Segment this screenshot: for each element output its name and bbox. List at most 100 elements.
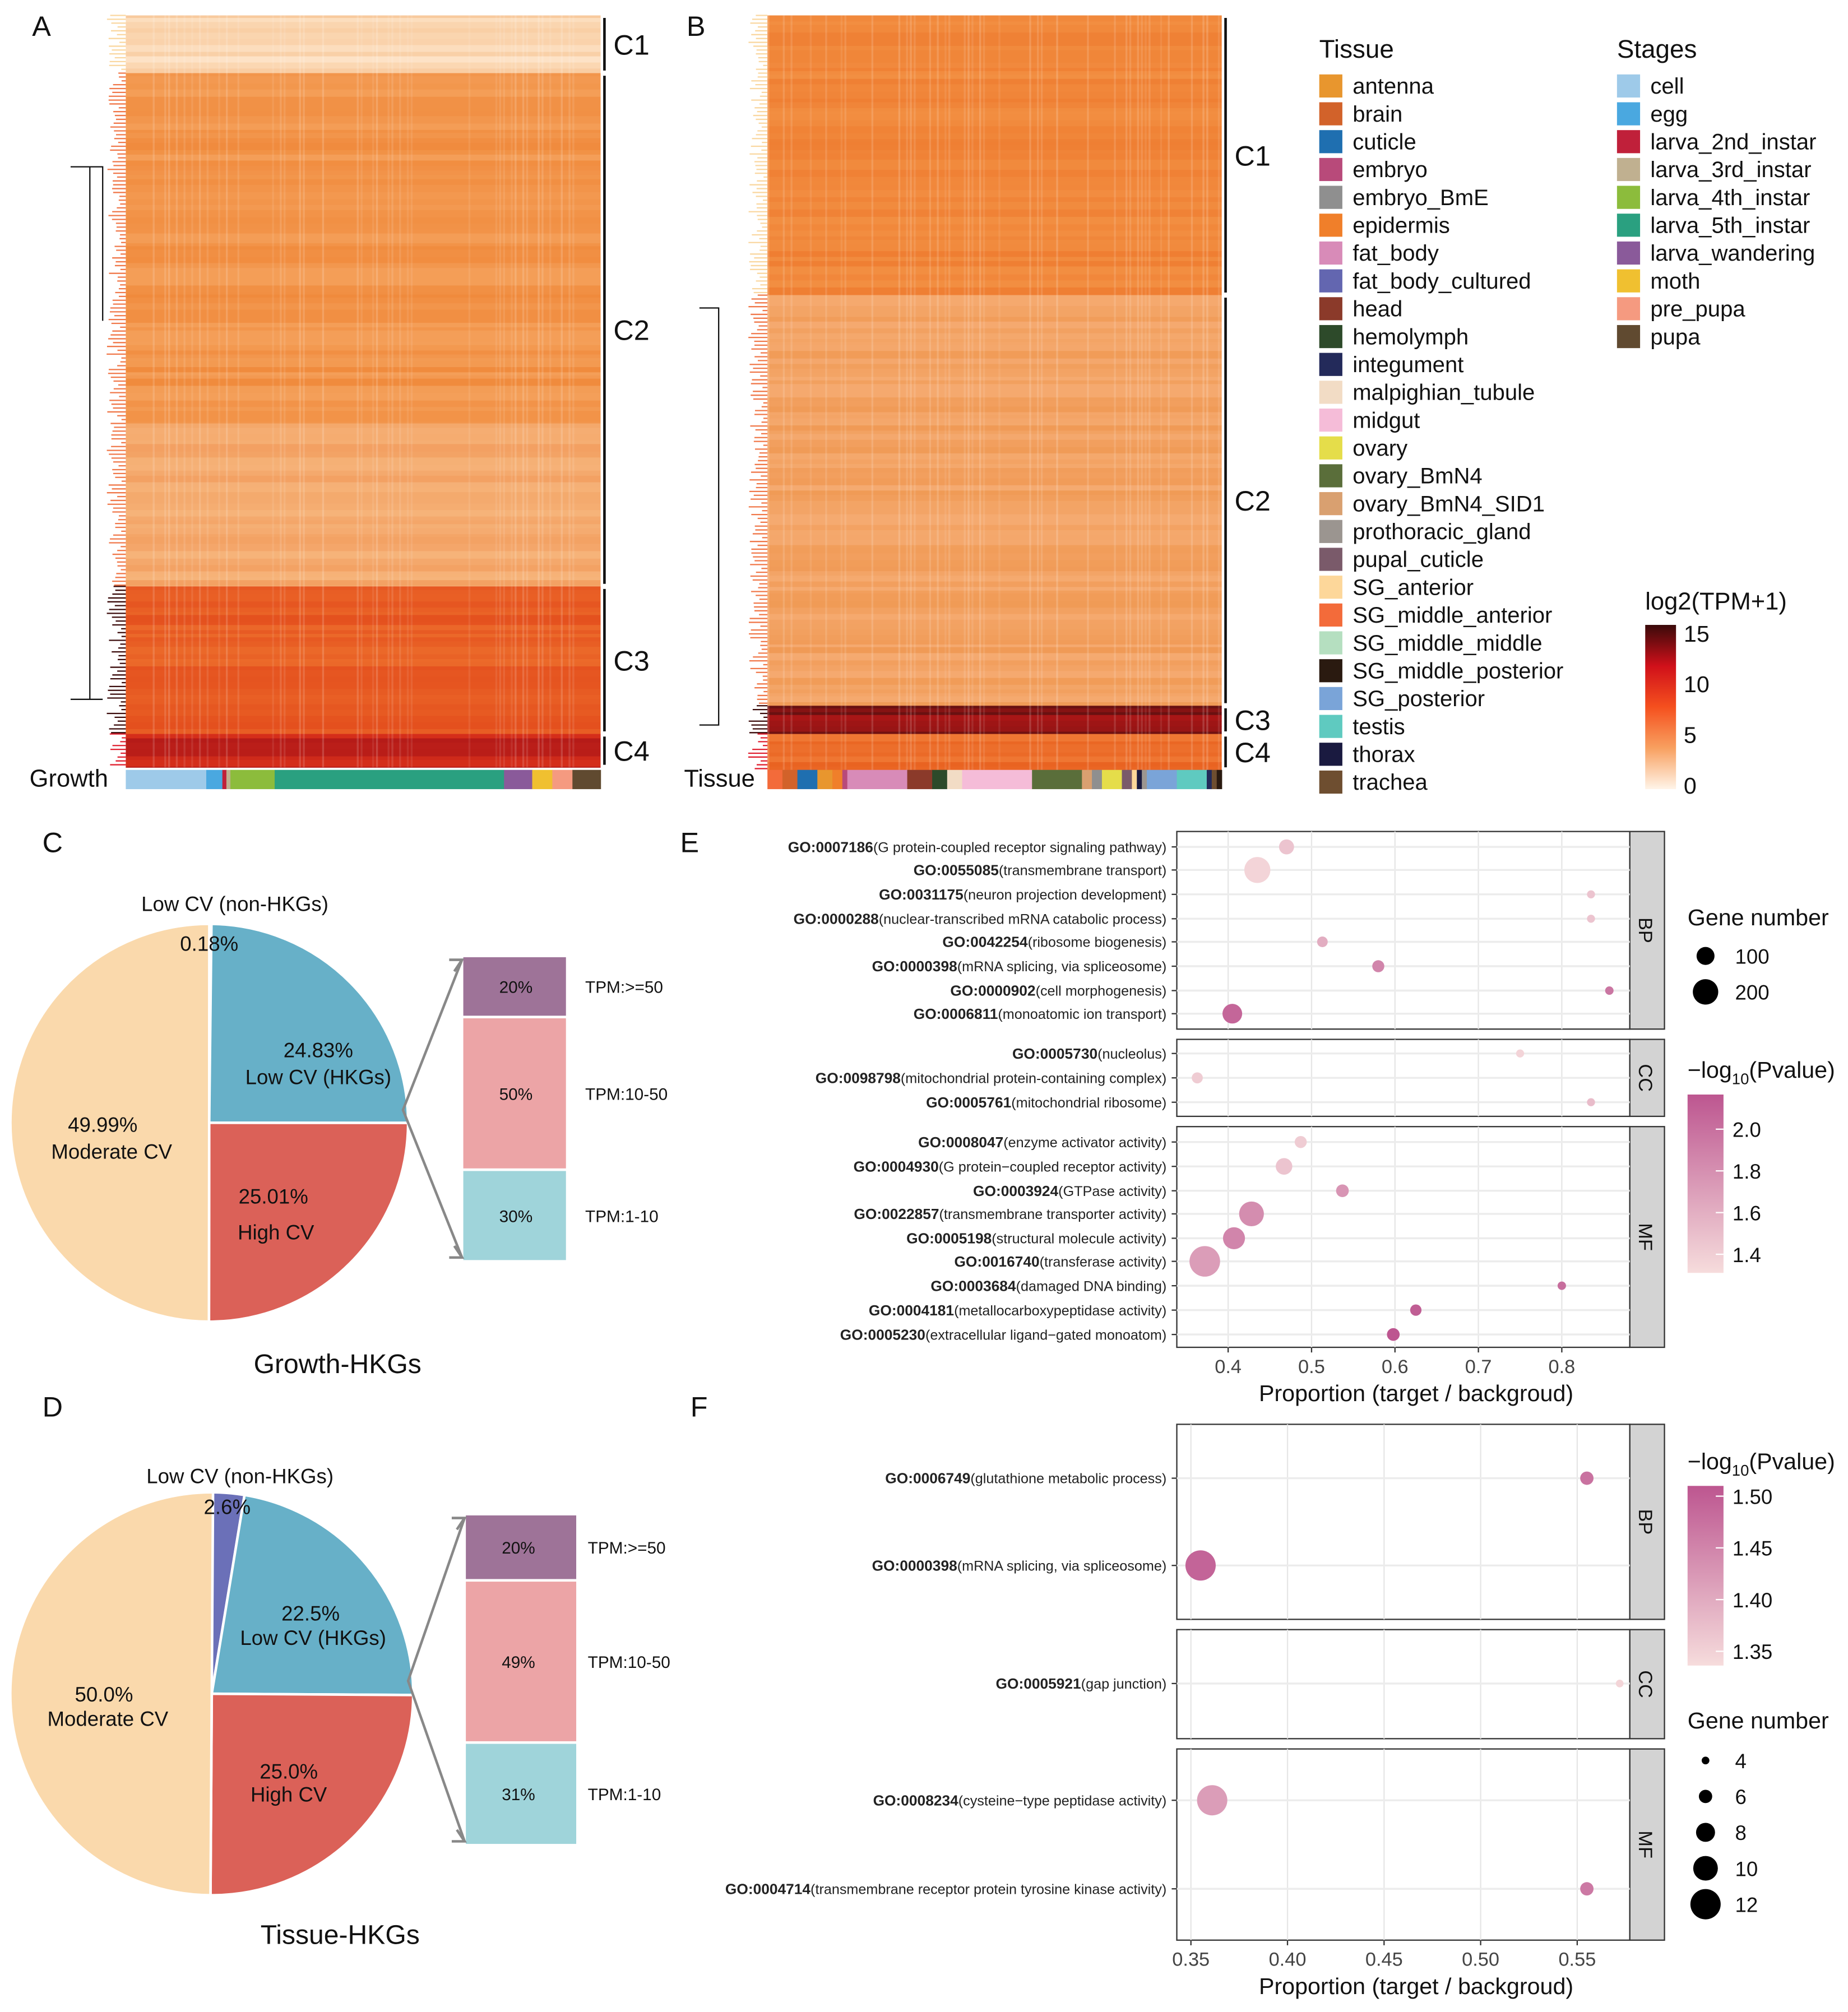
heatmap-row (126, 246, 601, 251)
heatmap-row (126, 580, 601, 586)
annotation-segment-larva_2nd_instar (222, 769, 227, 790)
heatmap-row (767, 102, 1222, 109)
heatmap-row (126, 350, 601, 355)
heatmap-row (767, 368, 1222, 373)
heatmap-row (126, 524, 601, 529)
data-point (1587, 915, 1595, 923)
heatmap-row (767, 321, 1222, 329)
heatmap-row (126, 492, 601, 499)
size-legend-label: 100 (1735, 945, 1769, 968)
heatmap-row (767, 581, 1222, 588)
heatmap-row (126, 330, 601, 334)
panel-label-E: E (680, 826, 699, 858)
heatmap-column (840, 15, 843, 770)
legend-title-part: −log (1688, 1057, 1732, 1083)
annotation-segment-midgut (962, 769, 1032, 790)
panel-label-D: D (43, 1391, 63, 1423)
legend-tissue-item: SG_anterior (1353, 575, 1474, 600)
heatmap-row (767, 400, 1222, 407)
heatmap-row (767, 295, 1222, 302)
dendrogram (748, 15, 768, 769)
annotation-segment-ovary_BmN4_SID1 (1082, 769, 1092, 790)
data-point (1279, 839, 1294, 855)
heatmap-column (929, 15, 932, 770)
heatmap-row (126, 418, 601, 423)
heatmap-row (767, 244, 1222, 252)
heatmap-column (356, 15, 359, 768)
legend-stages-item: pupa (1650, 324, 1701, 349)
heatmap-row (767, 766, 1222, 771)
heatmap-column (387, 15, 390, 768)
heatmap-column (372, 15, 374, 768)
heatmap-row (126, 407, 601, 411)
heatmap-column (511, 15, 513, 768)
data-point (1587, 890, 1595, 898)
go-id: GO:0005761 (926, 1094, 1011, 1111)
color-legend-bar (1687, 1486, 1724, 1666)
heatmap-row (767, 418, 1222, 423)
heatmap-row (767, 653, 1222, 657)
go-id: GO:0005730 (1012, 1045, 1097, 1062)
heatmap-row (126, 457, 601, 465)
heatmap-row (767, 467, 1222, 473)
heatmap-column (914, 15, 916, 770)
x-tick-label: 0.50 (1462, 1949, 1499, 1971)
heatmap-row (767, 731, 1222, 735)
go-desc: (transmembrane receptor protein tyrosine… (810, 1881, 1166, 1897)
heatmap-row (767, 55, 1222, 63)
heatmap-row (126, 475, 601, 483)
heatmap-row (126, 528, 601, 535)
heatmap-row (767, 439, 1222, 448)
heatmap-row (126, 138, 601, 143)
heatmap-row (767, 111, 1222, 115)
heatmap-row (767, 202, 1222, 210)
breakdown-label: TPM:10-50 (588, 1653, 670, 1672)
dotplot-e: GO:0007186(G protein-coupled receptor si… (788, 831, 1835, 1353)
heatmap-row (767, 50, 1222, 55)
annotation-segment-SG_middle_anterior (767, 769, 783, 790)
heatmap-row (767, 525, 1222, 531)
heatmap-column (406, 15, 409, 768)
heatmap-row (767, 328, 1222, 334)
legend-stages-item: pre_pupa (1650, 297, 1745, 322)
legend-tissue-item: fat_body_cultured (1353, 269, 1531, 294)
heatmap-row (126, 39, 601, 46)
heatmap-row (767, 230, 1222, 237)
facet-label-MF: MF (1634, 1223, 1656, 1251)
heatmap-row (767, 145, 1222, 151)
legend-stages-swatch (1617, 297, 1641, 321)
pie-label: 49.99% (68, 1113, 137, 1136)
size-legend-dot (1696, 1823, 1715, 1842)
annotation-segment-pre_pupa (552, 769, 573, 790)
cluster-label-C1: C1 (613, 29, 649, 61)
heatmap-row (767, 530, 1222, 535)
term-label: GO:0005230(extracellular ligand−gated mo… (840, 1326, 1166, 1343)
annotation-segment-larva_wandering (504, 769, 533, 790)
annotation-segment-SG_posterior (1147, 769, 1178, 790)
legend-tissue-swatch (1319, 603, 1342, 627)
heatmap-row (767, 406, 1222, 413)
colorbar (1645, 625, 1676, 790)
dotplot-f: GO:0006749(glutathione metabolic process… (725, 1424, 1835, 1945)
annotation-segment-integument (1206, 769, 1212, 790)
heatmap-column (979, 15, 981, 770)
heatmap-column (1145, 15, 1147, 770)
heatmap-row (126, 601, 601, 608)
go-id: GO:0003684 (930, 1277, 1016, 1294)
color-legend-title: −log10(Pvalue) (1688, 1057, 1835, 1087)
heatmap-row (767, 644, 1222, 648)
go-desc: (gap junction) (1081, 1676, 1167, 1692)
heatmap-row (767, 567, 1222, 572)
heatmap-column (218, 15, 220, 768)
heatmap-row (767, 287, 1222, 295)
color-legend-tick: 1.4 (1733, 1244, 1761, 1267)
heatmap-row (126, 285, 601, 293)
annotation-segment-embryo (842, 769, 848, 790)
legend-tissue-swatch (1319, 687, 1342, 711)
heatmap-row (126, 116, 601, 124)
term-label: GO:0055085(transmembrane transport) (914, 861, 1167, 878)
heatmap-row (767, 39, 1222, 47)
color-legend-tick: 1.8 (1733, 1160, 1761, 1183)
go-desc: (nuclear-transcribed mRNA catabolic proc… (879, 911, 1166, 927)
heatmap-row (126, 510, 601, 517)
